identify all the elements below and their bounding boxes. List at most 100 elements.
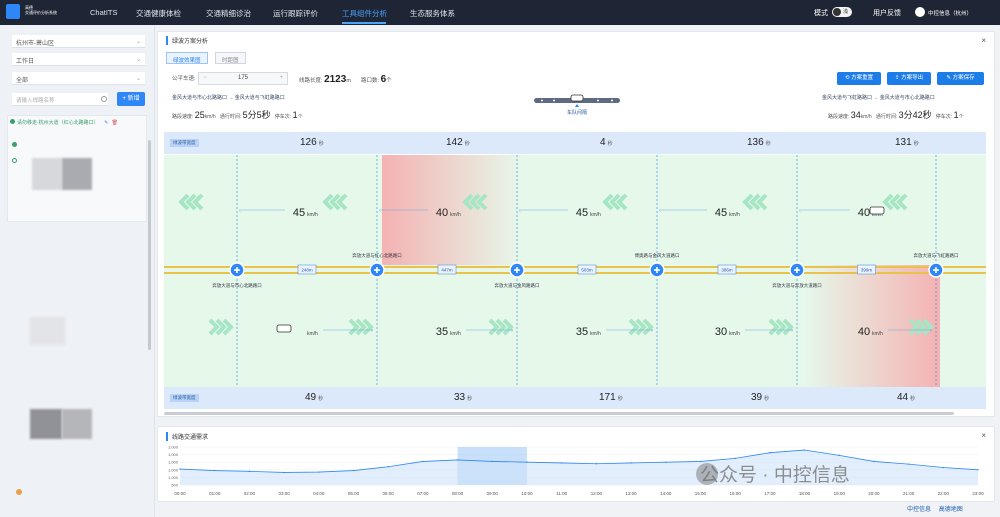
bottom-value-3: 171 [599, 392, 616, 403]
wechat-icon [696, 463, 718, 485]
forward-route: 金风大道与市心北路路口 → 金风大道与飞虹路路口 [172, 95, 285, 101]
sec-unit: 秒 [764, 396, 770, 402]
backward-time-value: 3分42秒 [898, 110, 932, 120]
user-name[interactable]: 中控信息（杭州） [928, 11, 973, 17]
list-item-selected[interactable]: 请勿移走·杭州大道（红心北路路口） ✎ 🗑 [10, 119, 148, 126]
chevron-down-icon: ⌄ [135, 39, 141, 45]
demand-point [179, 468, 181, 470]
plus-icon[interactable]: + [279, 75, 283, 81]
scope-select[interactable]: 全部 ⌄ [12, 72, 145, 85]
chevron-right-icon [348, 318, 360, 336]
chevron-right-icon [215, 318, 227, 336]
x-tick-label: 22:00 [938, 491, 950, 496]
intersection-node-icon[interactable] [789, 262, 805, 278]
segment-length-badge [297, 264, 317, 275]
nav-health-check[interactable]: 交通健康体检 [136, 9, 181, 18]
arrow-left-icon: ‹ [239, 208, 241, 214]
search-input[interactable]: 请输入线路名称 [12, 93, 108, 106]
intersection-node-icon[interactable] [369, 262, 385, 278]
chevron-left-icon [749, 193, 761, 211]
forward-speed-label: 路段速度: [172, 114, 194, 120]
top-value-5: 131 [895, 137, 912, 148]
chevron-right-icon [502, 318, 514, 336]
crossing-icon: ✚ [514, 266, 521, 275]
arrow-left-icon: ‹ [659, 208, 661, 214]
bottom-bandwidth-value: 33 秒 [454, 392, 472, 403]
y-tick-label: 1,000 [168, 445, 179, 450]
close-icon[interactable]: × [981, 431, 986, 440]
city-select-value: 杭州市-萧山区 [16, 41, 54, 47]
tab-green-wave-effect[interactable]: 绿波效果图 [166, 52, 208, 64]
chart-title: 线路交通需求 [166, 432, 208, 441]
x-tick-label: 13:00 [625, 491, 637, 496]
intersection-node-icon[interactable] [509, 262, 525, 278]
speed-label: 公平车速: [172, 76, 196, 82]
demand-point [595, 463, 598, 465]
delete-icon[interactable]: 🗑 [111, 120, 119, 126]
demand-point [387, 466, 389, 468]
user-avatar-icon[interactable] [915, 7, 925, 17]
edit-icon[interactable]: ✎ [104, 120, 109, 126]
chevron-right-icon [628, 318, 640, 336]
speed-unit: km/h [450, 331, 461, 337]
feedback-link[interactable]: 用户反馈 [873, 10, 901, 17]
nav-tool-analysis[interactable]: 工具组件分析 [342, 9, 387, 18]
demand-point [283, 471, 285, 474]
search-icon[interactable] [101, 96, 107, 102]
daytype-select[interactable]: 工作日 ⌄ [12, 53, 145, 66]
redacted-block [32, 158, 62, 190]
upper-speed-value: 40 [436, 207, 448, 219]
demand-point [213, 469, 216, 472]
speed-unit: km/h [872, 212, 883, 218]
demand-point [352, 469, 355, 472]
length-value: 2123 [324, 74, 347, 85]
demand-area [180, 450, 978, 485]
nav-ecosystem[interactable]: 生态服务体系 [410, 9, 455, 18]
forward-speed-value: 25 [194, 110, 205, 120]
backward-time-label: 通行时间: [875, 114, 898, 120]
x-tick-label: 07:00 [417, 491, 429, 496]
toggle-knob-icon [833, 8, 841, 16]
horizontal-scrollbar[interactable] [164, 412, 954, 415]
minus-icon[interactable]: − [203, 75, 207, 81]
chevron-right-icon [488, 318, 500, 336]
intersection-node-icon[interactable] [928, 262, 944, 278]
green-wave-svg: ✚ 奔放大道与市心北路路口 ✚ 奔放大道与红心北路路口 ✚ 奔放大道与金风路路口 ✚ 博奥路与… [164, 155, 986, 387]
nav-tracking-evaluation[interactable]: 运行跟踪评价 [273, 9, 318, 18]
upper-speed-value: 45 [293, 207, 305, 219]
app-logo-icon[interactable] [6, 4, 20, 19]
demand-point [665, 461, 667, 463]
chevron-right-icon [782, 318, 794, 336]
export-plan-button[interactable]: ⇪ 方案导出 [887, 72, 931, 85]
arrow-left-icon: ‹ [519, 208, 521, 214]
footer-brand-2: 高德地图 [938, 507, 963, 513]
sidebar: 杭州市-萧山区 ⌄ 工作日 ⌄ 全部 ⌄ 请输入线路名称 + 新增 请勿移走·杭州大道… [0, 25, 155, 517]
intersection-node-icon[interactable] [649, 262, 665, 278]
arrow-right-icon: › [930, 328, 932, 334]
demand-point [769, 452, 771, 454]
sidebar-scrollbar[interactable] [148, 140, 151, 350]
reset-plan-button[interactable]: ⟲ 方案重置 [837, 72, 881, 85]
close-icon[interactable]: × [981, 36, 986, 45]
tab-time-distance[interactable]: 时距图 [215, 52, 246, 64]
intersection-node-icon[interactable] [229, 262, 245, 278]
add-route-button[interactable]: + 新增 [117, 92, 145, 106]
nav-fine-diagnosis[interactable]: 交通精细诊治 [206, 9, 251, 18]
segment-length-text: 503m [581, 268, 593, 273]
demand-point [560, 462, 563, 464]
nav-chatits[interactable]: ChatITS [90, 8, 118, 17]
top-bandwidth-value: 142 秒 [446, 137, 470, 148]
theme-toggle[interactable]: 浅 [832, 7, 852, 17]
car-icon [276, 324, 292, 333]
length-stat: 线路长度: 2123m [299, 74, 351, 85]
chevron-arrows [178, 193, 934, 336]
speed-unit: km/h [590, 331, 601, 337]
top-navigation-bar: 高德 交通评价分析系统 ChatITS 交通健康体检 交通精细诊治 运行跟踪评价… [0, 0, 1000, 25]
city-select[interactable]: 杭州市-萧山区 ⌄ [12, 35, 145, 48]
speed-stepper[interactable]: − 175 + [198, 72, 288, 85]
arrow-right-icon: › [651, 328, 653, 334]
chevron-left-icon [476, 193, 488, 211]
demand-point [838, 454, 840, 457]
save-plan-button[interactable]: ✎ 方案保存 [937, 72, 984, 85]
segment-length-text: 248m [301, 268, 313, 273]
